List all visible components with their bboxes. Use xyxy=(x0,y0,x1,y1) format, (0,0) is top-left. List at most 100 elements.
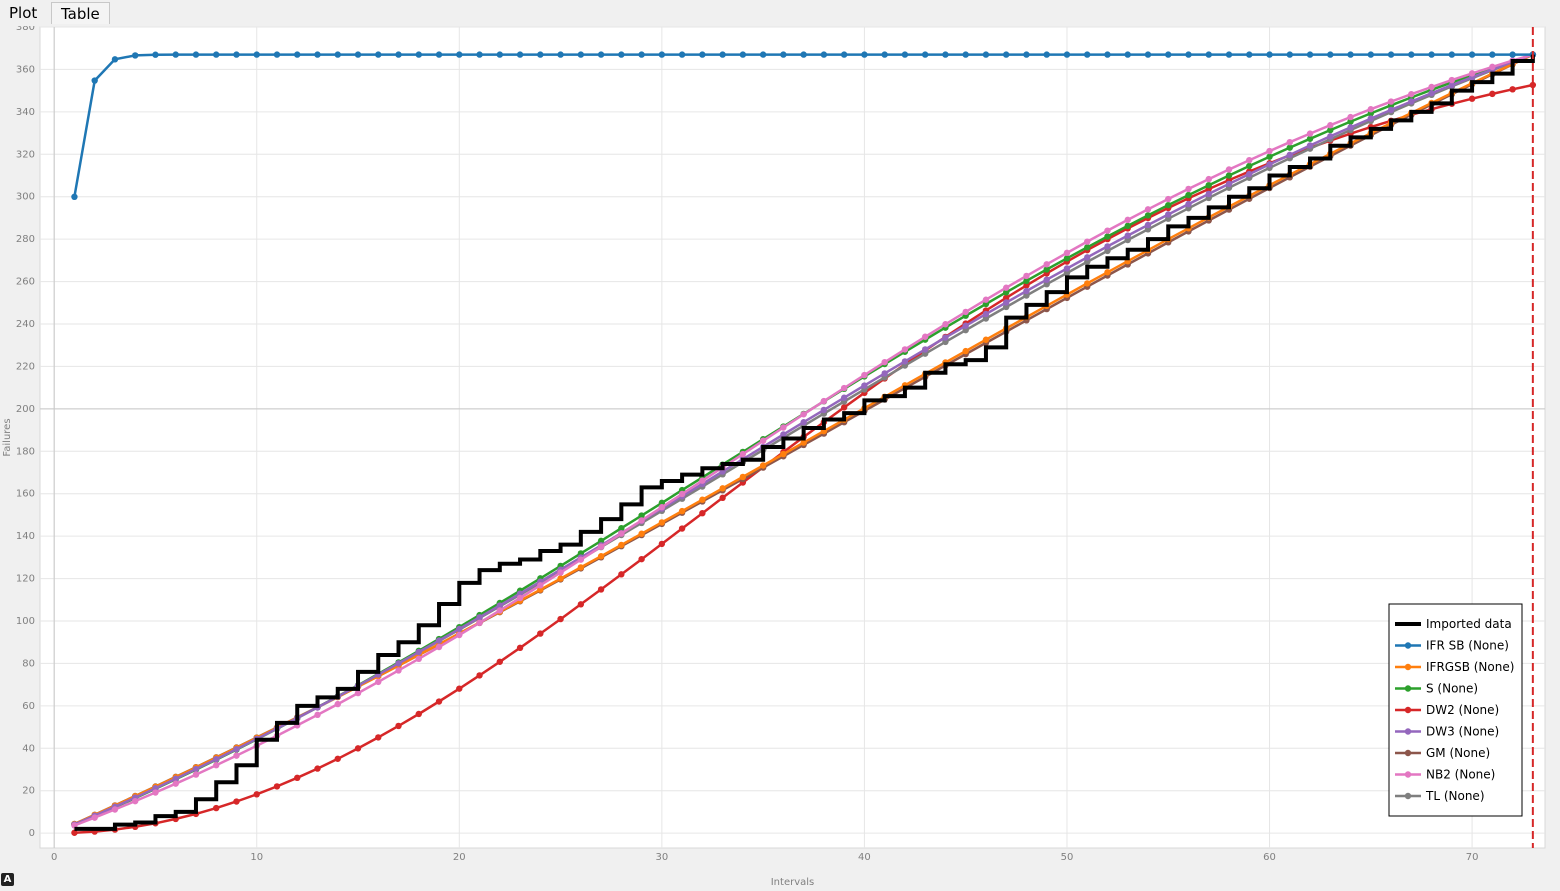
series-point-6 xyxy=(1347,113,1354,121)
series-point-0 xyxy=(577,51,585,58)
x-tick-label: 70 xyxy=(1466,852,1479,863)
series-point-2 xyxy=(1063,255,1071,262)
series-point-7 xyxy=(962,326,969,334)
series-point-6 xyxy=(699,477,706,484)
tab-table[interactable]: Table xyxy=(51,2,110,24)
series-point-0 xyxy=(1509,51,1516,58)
series-point-0 xyxy=(678,51,686,58)
series-point-6 xyxy=(658,504,666,511)
series-point-6 xyxy=(415,655,422,663)
y-tick-label: 0 xyxy=(29,828,35,839)
series-point-1 xyxy=(618,541,625,549)
series-point-0 xyxy=(1043,51,1050,58)
series-point-3 xyxy=(314,765,321,772)
series-point-6 xyxy=(172,780,179,787)
series-point-3 xyxy=(294,774,301,782)
legend-label: DW2 (None) xyxy=(1426,703,1499,717)
series-point-6 xyxy=(1327,122,1334,129)
series-point-4 xyxy=(496,602,504,609)
series-point-6 xyxy=(1124,216,1131,224)
series-point-0 xyxy=(759,51,767,58)
y-tick-label: 20 xyxy=(22,786,35,797)
series-point-0 xyxy=(739,51,747,58)
series-point-6 xyxy=(1063,249,1071,257)
series-point-4 xyxy=(820,406,828,414)
series-point-4 xyxy=(1002,299,1010,306)
series-point-6 xyxy=(537,582,544,589)
series-point-0 xyxy=(881,51,888,58)
series-point-6 xyxy=(1387,98,1395,105)
series-point-4 xyxy=(1327,133,1334,140)
series-point-6 xyxy=(1408,90,1415,98)
series-point-1 xyxy=(800,439,807,446)
x-tick-label: 50 xyxy=(1061,852,1074,863)
series-point-1 xyxy=(1084,280,1091,287)
series-point-0 xyxy=(1448,51,1456,58)
series-point-0 xyxy=(354,51,362,58)
series-point-6 xyxy=(1246,156,1253,164)
y-axis-label: Failures xyxy=(2,418,13,456)
series-point-6 xyxy=(1185,185,1192,193)
series-point-4 xyxy=(1104,243,1111,250)
x-tick-label: 60 xyxy=(1263,852,1276,863)
y-tick-label: 80 xyxy=(22,658,35,669)
series-point-6 xyxy=(557,569,564,576)
series-point-3 xyxy=(719,494,726,502)
tab-plot[interactable]: Plot xyxy=(0,2,47,24)
series-point-1 xyxy=(597,553,605,560)
legend-marker xyxy=(1404,642,1412,649)
series-point-4 xyxy=(395,660,402,667)
series-point-4 xyxy=(1144,221,1152,229)
series-point-0 xyxy=(111,56,119,63)
series-point-3 xyxy=(1023,282,1030,289)
series-point-6 xyxy=(1104,227,1111,234)
series-point-4 xyxy=(881,370,888,377)
series-point-0 xyxy=(1408,51,1415,58)
series-point-6 xyxy=(618,530,625,537)
legend-marker xyxy=(1404,663,1412,671)
series-point-0 xyxy=(253,51,260,58)
series-point-3 xyxy=(213,804,220,812)
series-point-0 xyxy=(719,51,726,58)
series-point-4 xyxy=(901,358,909,365)
series-point-6 xyxy=(1165,195,1172,203)
series-point-0 xyxy=(1063,51,1071,58)
series-point-4 xyxy=(192,765,200,773)
series-point-6 xyxy=(739,450,747,458)
y-tick-label: 140 xyxy=(16,531,35,542)
series-point-6 xyxy=(1084,238,1091,245)
series-point-3 xyxy=(577,601,585,608)
series-point-3 xyxy=(597,586,605,593)
y-tick-label: 160 xyxy=(16,489,35,500)
series-point-2 xyxy=(1306,135,1314,142)
series-point-4 xyxy=(1286,151,1293,159)
series-point-0 xyxy=(1286,51,1293,58)
series-point-0 xyxy=(1023,51,1030,58)
series-point-4 xyxy=(1124,232,1131,239)
series-point-1 xyxy=(678,507,686,515)
series-point-3 xyxy=(334,755,341,762)
tab-bar: Plot Table xyxy=(0,0,1560,26)
series-point-6 xyxy=(820,397,828,405)
series-point-3 xyxy=(1509,86,1516,93)
series-point-6 xyxy=(982,296,990,303)
series-point-0 xyxy=(1489,51,1496,58)
series-point-0 xyxy=(820,51,828,58)
series-point-3 xyxy=(1468,95,1476,102)
series-point-4 xyxy=(476,614,483,621)
series-point-4 xyxy=(1246,170,1253,178)
series-point-3 xyxy=(516,644,524,652)
y-tick-label: 200 xyxy=(16,404,35,415)
series-point-6 xyxy=(192,771,200,778)
series-point-0 xyxy=(597,51,605,58)
series-point-1 xyxy=(739,473,747,481)
y-tick-label: 360 xyxy=(16,64,35,75)
series-point-3 xyxy=(699,509,706,517)
series-point-4 xyxy=(861,382,868,389)
series-point-4 xyxy=(921,346,929,353)
series-point-0 xyxy=(1387,51,1395,58)
series-point-2 xyxy=(1104,233,1111,240)
legend-label: IFR SB (None) xyxy=(1426,639,1509,653)
series-point-0 xyxy=(1306,51,1314,58)
series-point-0 xyxy=(1327,51,1334,58)
